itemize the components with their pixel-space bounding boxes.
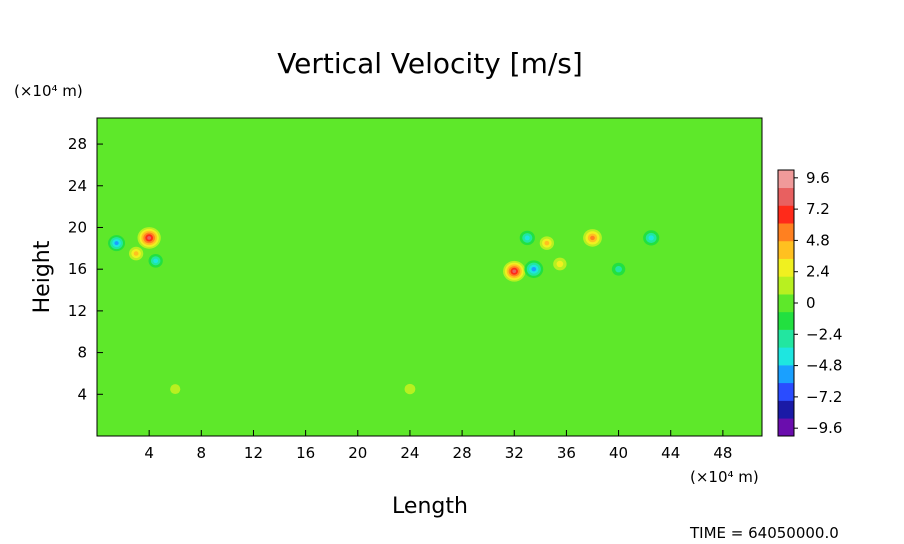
x-tick-label: 48 [713,444,732,462]
heatmap-cell-13 [170,384,181,395]
heatmap-cell-6 [519,230,535,246]
y-tick-label: 20 [68,218,87,236]
colorbar-tick-label: 2.4 [806,263,830,281]
colorbar-band [778,347,794,366]
heatmap-cell-5 [524,260,544,278]
colorbar-band [778,276,794,295]
colorbar-tick-label: −2.4 [806,325,842,343]
colorbar-band [778,223,794,242]
time-readout: TIME = 64050000.0 [690,524,839,542]
heatmap-cell-9 [583,229,602,247]
plot-frame [96,117,763,437]
x-axis-ticks: 4 8 12 16 20 24 28 32 36 40 44 48 [144,430,732,462]
y-tick-label: 16 [68,260,87,278]
heatmap-cell-8 [553,257,567,271]
y-tick-label: 24 [68,177,87,195]
y-tick-label: 28 [68,135,87,153]
colorbar-tick-label: 7.2 [806,200,830,218]
heatmap-background [97,118,762,436]
x-tick-label: 44 [661,444,680,462]
colorbar-band [778,329,794,348]
colorbar: 9.6 7.2 4.8 2.4 0 −2.4 −4.8 −7.2 −9.6 [777,169,842,437]
x-tick-label: 20 [348,444,367,462]
x-tick-label: 40 [609,444,628,462]
x-tick-label: 8 [197,444,207,462]
x-tick-label: 32 [505,444,524,462]
x-tick-label: 4 [144,444,154,462]
x-tick-label: 12 [244,444,263,462]
colorbar-band [778,382,794,401]
x-tick-label: 24 [400,444,419,462]
colorbar-tick-label: −7.2 [806,388,842,406]
y-tick-label: 12 [68,302,87,320]
heatmap-cell-0 [108,235,126,252]
y-tick-label: 4 [77,385,87,403]
colorbar-band [778,418,794,437]
heatmap-cell-1 [128,246,144,261]
colorbar-tick-label: −4.8 [806,357,842,375]
heatmap-cell-7 [539,236,555,250]
colorbar-tick-label: 4.8 [806,231,830,249]
heatmap-cell-10 [611,262,626,276]
colorbar-band [778,294,794,313]
colorbar-band [778,240,794,259]
colorbar-tick-label: 9.6 [806,169,830,187]
colorbar-band [778,258,794,277]
x-tick-label: 36 [557,444,576,462]
y-axis-unit: (×10⁴ m) [14,82,83,100]
x-axis-unit: (×10⁴ m) [690,468,759,486]
colorbar-band [778,365,794,384]
colorbar-band [778,400,794,419]
colorbar-band [778,187,794,206]
colorbar-band [778,311,794,330]
colorbar-band [778,170,794,189]
heatmap-cell-2 [137,227,161,249]
heatmap-cell-4 [503,260,526,282]
heatmap-cell-11 [643,230,660,246]
x-tick-label: 28 [453,444,472,462]
heatmap-cell-12 [404,383,416,395]
colorbar-tick-label: −9.6 [806,419,842,437]
colorbar-band [778,205,794,224]
x-axis-label: Length [392,494,468,519]
chart-title: Vertical Velocity [m/s] [277,47,583,80]
x-tick-label: 16 [296,444,315,462]
y-axis-label: Height [30,240,55,313]
heatmap-cell-3 [148,254,163,268]
y-tick-label: 8 [77,344,87,362]
heatmap-plot-area [96,117,763,437]
y-axis-ticks: 4 8 12 16 20 24 28 [68,135,103,403]
colorbar-tick-label: 0 [806,294,816,312]
